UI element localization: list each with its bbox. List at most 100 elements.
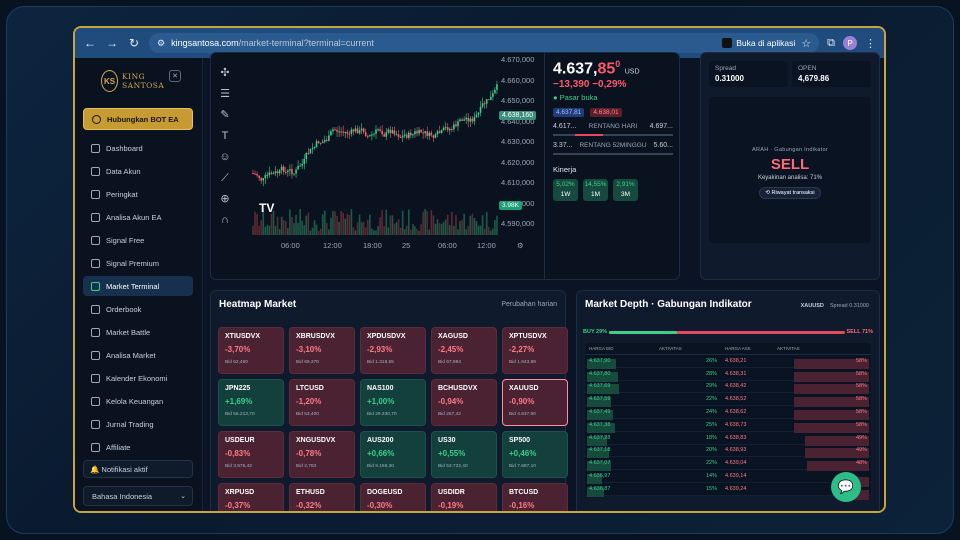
profile-avatar[interactable]: P — [843, 36, 857, 50]
heatmap-tile-xbrusdvx[interactable]: XBRUSDVX -3,10% Bid 69,370 — [289, 327, 355, 374]
tile-name: US30 — [438, 437, 456, 444]
sidebar-item-market-terminal[interactable]: Market Terminal — [83, 276, 193, 296]
signal-card: ARAH · Gabungan Indikator SELL Keyakinan… — [709, 97, 871, 243]
sidebar-item-signal-free[interactable]: Signal Free — [83, 230, 193, 250]
history-button[interactable]: ⟲ Riwayat transaksi — [759, 187, 821, 199]
sidebar-item-analisa-akun-ea[interactable]: Analisa Akun EA — [83, 207, 193, 227]
depth-row[interactable]: 4.637,28 18% 4.638,83 49% — [585, 432, 871, 446]
heatmap-tile-xpdusdvx[interactable]: XPDUSDVX -2,93% Bid 1.318,55 — [360, 327, 426, 374]
depth-row[interactable]: 4.637,59 22% 4.638,52 58% — [585, 393, 871, 408]
sidebar-item-peringkat[interactable]: Peringkat — [83, 184, 193, 204]
candle-body — [487, 99, 490, 101]
heatmap-tile-xrpusd[interactable]: XRPUSD-0,37%Bid 1,469 — [218, 483, 284, 511]
tile-chg: +0,55% — [438, 449, 466, 458]
sidebar-item-affiliate[interactable]: Affiliate — [83, 437, 193, 457]
ask-price: 4.638,31 — [725, 370, 747, 377]
sidebar-item-market-battle[interactable]: Market Battle — [83, 322, 193, 342]
candle-body — [459, 119, 461, 122]
address-bar[interactable]: ⚙ kingsantosa.com/market-terminal?termin… — [149, 33, 820, 53]
depth-row[interactable]: 4.637,69 29% 4.638,42 58% — [585, 381, 871, 395]
depth-row[interactable]: 4.636,87 15% 4.639,24 — [585, 483, 871, 500]
browser-menu-icon[interactable]: ⋮ — [865, 37, 876, 50]
site-info-icon[interactable]: ⚙ — [157, 37, 166, 48]
volume-bar — [307, 212, 310, 235]
sidebar-item-kelola-keuangan[interactable]: Kelola Keuangan — [83, 391, 193, 411]
chart-settings-icon[interactable]: ⚙ — [517, 241, 524, 250]
brush-icon[interactable]: ✎ — [220, 109, 230, 121]
sidebar-item-analisa-market[interactable]: Analisa Market — [83, 345, 193, 365]
heatmap-tile-aus200[interactable]: AUS200 +0,66% Bid 9.169,30 — [360, 431, 426, 478]
notification-toggle[interactable]: 🔔 Notifikasi aktif — [83, 460, 193, 478]
heatmap-tile-xptusdvx[interactable]: XPTUSDVX -2,27% Bid 1.843,89 — [502, 327, 568, 374]
heatmap-tile-xtiusdvx[interactable]: XTIUSDVX -3,70% Bid 62,460 — [218, 327, 284, 374]
heatmap-tile-xngusdvx[interactable]: XNGUSDVX -0,78% Bid 2,783 — [289, 431, 355, 478]
depth-row[interactable]: 4.636,97 14% 4.639,14 — [585, 470, 871, 488]
heatmap-tile-nas100[interactable]: NAS100 +1,00% Bid 29.330,70 — [360, 379, 426, 426]
heatmap-tile-ltcusd[interactable]: LTCUSD -1,20% Bid 53,400 — [289, 379, 355, 426]
emoji-icon[interactable]: ☺ — [219, 151, 231, 163]
candle-body — [346, 131, 349, 134]
heatmap-tile-us30[interactable]: US30 +0,55% Bid 53.722,40 — [431, 431, 497, 478]
reload-icon[interactable]: ↻ — [128, 36, 140, 50]
sidebar-item-signal-premium[interactable]: Signal Premium — [83, 253, 193, 273]
volume-bar — [389, 215, 392, 235]
performance-1M[interactable]: 14,55% 1M — [583, 179, 608, 202]
depth-row[interactable]: 4.637,18 20% 4.638,93 49% — [585, 445, 871, 459]
sidebar-item-kalender-ekonomi[interactable]: Kalender Ekonomi — [83, 368, 193, 388]
heatmap-tile-dogeusd[interactable]: DOGEUSD-0,30%Bid 0,09948 — [360, 483, 426, 511]
sidebar-item-orderbook[interactable]: Orderbook — [83, 299, 193, 319]
candle-body — [483, 103, 486, 105]
depth-row[interactable]: 4.637,90 26% 4.638,21 58% — [585, 355, 871, 369]
heatmap-tile-jpn225[interactable]: JPN225 +1,69% Bid 56.213,70 — [218, 379, 284, 426]
candlestick-chart[interactable] — [249, 53, 499, 235]
heatmap-tile-usdeur[interactable]: USDEUR -0,83% Bid 3.976,43 — [218, 431, 284, 478]
collapse-sidebar-icon[interactable]: ✕ — [169, 70, 181, 82]
heatmap-tile-xauusd[interactable]: XAUUSD -0,90% Bid 4.637,90 — [502, 379, 568, 426]
journal-icon — [91, 419, 100, 429]
crosshair-icon[interactable]: ✣ — [220, 67, 230, 79]
zoom-icon[interactable]: ⊕ — [220, 193, 230, 205]
sidebar-item-data-akun[interactable]: Data Akun — [83, 161, 193, 181]
depth-row[interactable]: 4.637,80 28% 4.638,31 58% — [585, 368, 871, 382]
page: KS KING SANTOSA ✕ Hubungkan BOT EA Dashb… — [75, 52, 884, 511]
magnet-icon[interactable]: ∩ — [221, 214, 229, 226]
volume-bar — [278, 229, 281, 235]
bid-activity-bar — [587, 371, 618, 382]
forward-icon[interactable]: → — [106, 36, 118, 50]
performance-3M[interactable]: 2,91% 3M — [613, 179, 638, 202]
depth-row[interactable]: 4.637,07 22% 4.639,04 48% — [585, 457, 871, 472]
candle-body — [287, 170, 289, 173]
text-icon[interactable]: T — [221, 130, 229, 142]
sidebar-item-dashboard[interactable]: Dashboard — [83, 138, 193, 158]
lines-icon[interactable]: ☰ — [220, 88, 230, 100]
candle-body — [336, 129, 338, 132]
url-host: kingsantosa.com — [171, 38, 239, 48]
bookmark-star-icon[interactable]: ☆ — [801, 37, 812, 50]
open-in-app-button[interactable]: Buka di aplikasi — [722, 38, 795, 48]
extensions-icon[interactable]: ⧉ — [827, 36, 835, 49]
performance-row: 5,02% 1W 14,55% 1M 2,91% 3M — [553, 179, 673, 202]
depth-row[interactable]: 4.637,38 25% 4.638,73 58% — [585, 419, 871, 433]
chat-button[interactable]: 💬 — [831, 472, 861, 502]
heatmap-tile-sp500[interactable]: SP500 +0,46% Bid 7.687,10 — [502, 431, 568, 478]
volume-bar — [424, 209, 426, 235]
heatmap-tile-ethusd[interactable]: ETHUSD-0,32%Bid 2.470,39 — [289, 483, 355, 511]
candle-body — [438, 131, 441, 133]
ruler-icon[interactable]: ⟋ — [221, 172, 229, 184]
candle-body — [328, 135, 330, 141]
heatmap-tile-usdidr[interactable]: USDIDR-0,19%Bid 17.696,39 — [431, 483, 497, 511]
performance-1W[interactable]: 5,02% 1W — [553, 179, 578, 202]
candle-body — [340, 131, 342, 133]
heatmap-tile-bchusdvx[interactable]: BCHUSDVX -0,94% Bid 267,42 — [431, 379, 497, 426]
depth-row[interactable]: 4.637,49 24% 4.638,62 58% — [585, 406, 871, 421]
heatmap-tile-btcusd[interactable]: BTCUSD-0,16%Bid 78.880,55 — [502, 483, 568, 511]
heatmap-tile-xagusd[interactable]: XAGUSD -2,45% Bid 67,984 — [431, 327, 497, 374]
sidebar-item-jurnal-trading[interactable]: Jurnal Trading — [83, 414, 193, 434]
candle-body — [436, 131, 439, 135]
connect-bot-button[interactable]: Hubungkan BOT EA — [83, 108, 193, 130]
back-icon[interactable]: ← — [84, 36, 96, 50]
volume-bar — [485, 211, 488, 235]
candle-body — [348, 133, 351, 135]
language-select[interactable]: Bahasa Indonesia ⌄ — [83, 486, 193, 506]
volume-bar — [264, 226, 267, 235]
